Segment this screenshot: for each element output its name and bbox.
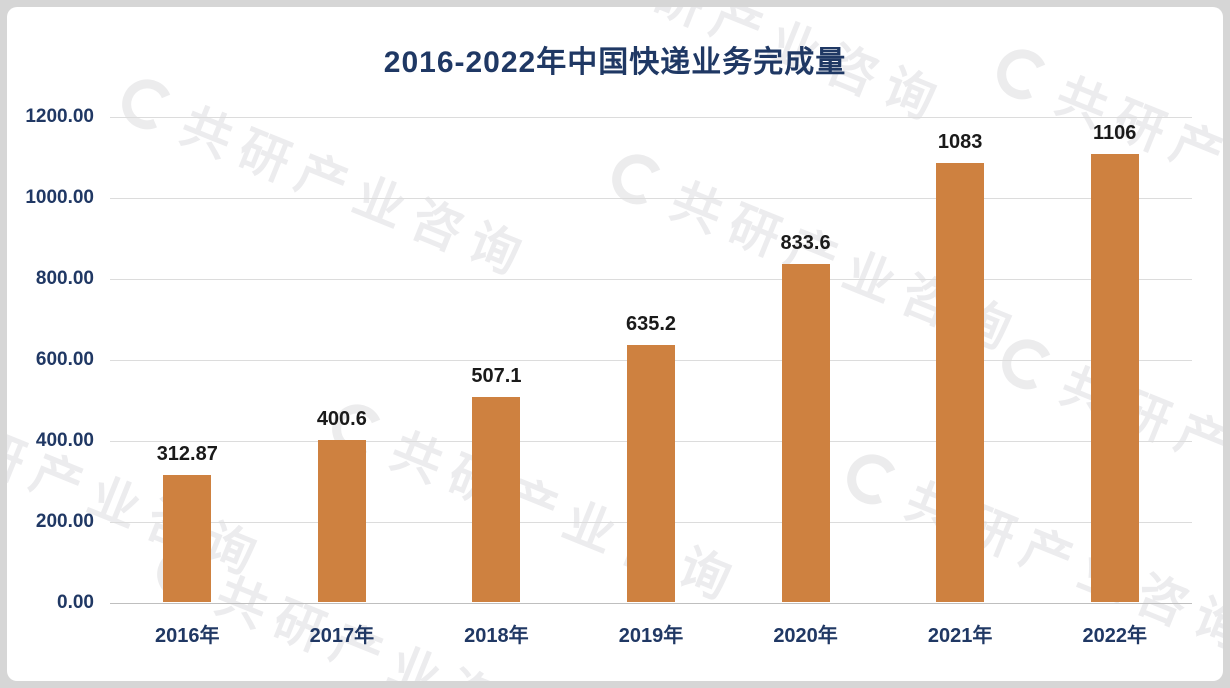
bar-2016年 <box>163 475 212 602</box>
x-axis-label: 2017年 <box>309 625 375 647</box>
gridline <box>110 603 1192 604</box>
bar-column: 635.2 2019年 <box>574 117 729 647</box>
gridline <box>110 197 1192 199</box>
bar-2018年 <box>472 396 521 602</box>
data-label: 1083 <box>937 131 983 154</box>
y-axis-tick-label: 1000.00 <box>25 186 94 208</box>
bar-2021年 <box>936 163 985 602</box>
y-axis-tick-label: 400.00 <box>35 429 94 451</box>
bar-column: 507.1 2018年 <box>419 117 574 647</box>
bar-column: 312.87 2016年 <box>110 117 265 647</box>
gridline <box>110 278 1192 280</box>
x-axis-label: 2018年 <box>464 625 529 647</box>
y-axis-tick-label: 600.00 <box>35 349 94 370</box>
x-axis-label: 2021年 <box>927 625 993 647</box>
bar-chart: 共研产业咨询 共研产业咨询 共研产业咨询 共研产业咨询 共研产业咨询 共研产业咨询 共研产业… <box>7 7 1223 681</box>
bar-column: 1106 2022年 <box>1037 117 1192 647</box>
y-axis-tick-label: 200.00 <box>35 511 94 532</box>
y-axis-tick-label: 0.00 <box>57 592 94 613</box>
bar-2022年 <box>1090 154 1139 602</box>
bar-column: 833.6 2020年 <box>728 117 883 647</box>
x-axis-label: 2022年 <box>1082 625 1147 647</box>
bar-2017年 <box>317 439 366 602</box>
x-axis-label: 2020年 <box>773 625 838 647</box>
data-label: 312.87 <box>156 443 218 466</box>
plot-area: 1200.00 1000.00 800.00 600.00 400.00 200.00 0.… <box>25 106 1192 647</box>
y-axis-tick-label: 800.00 <box>35 267 94 289</box>
y-axis-tick-label: 1200.00 <box>25 106 94 127</box>
data-label: 635.2 <box>625 312 677 335</box>
bar-2020年 <box>781 264 830 602</box>
chart-title: 2016-2022年中国快递业务完成量 <box>383 46 847 79</box>
data-label: 1106 <box>1093 122 1137 145</box>
bar-column: 400.6 2017年 <box>265 117 420 647</box>
bar-column: 1083 2021年 <box>883 117 1038 647</box>
x-axis-label: 2016年 <box>155 625 220 647</box>
x-axis-label: 2019年 <box>618 625 684 647</box>
gridline <box>110 117 1192 118</box>
data-label: 507.1 <box>471 364 522 387</box>
data-label: 833.6 <box>780 232 831 255</box>
bar-2019年 <box>626 344 675 602</box>
data-label: 400.6 <box>316 407 367 430</box>
